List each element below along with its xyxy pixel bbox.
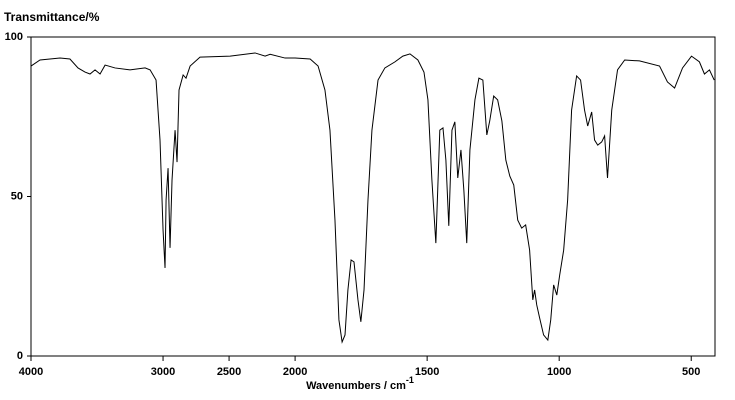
plot-frame — [30, 36, 716, 357]
spectrum-line — [30, 52, 715, 344]
x-axis-label-text: Wavenumbers / cm — [306, 380, 406, 392]
y-tick-label: 50 — [11, 190, 23, 202]
y-tick-label: 100 — [5, 31, 23, 43]
x-tick-label: 500 — [682, 366, 700, 378]
x-tick-label: 3000 — [151, 366, 175, 378]
x-tick-label: 2500 — [217, 366, 241, 378]
x-axis-label-superscript: -1 — [406, 375, 414, 385]
x-tick-label: 1500 — [415, 366, 439, 378]
y-tick-label: 0 — [17, 350, 23, 362]
x-tick-label: 2000 — [283, 366, 307, 378]
chart-title: Transmittance/% — [4, 10, 100, 24]
x-tick-label: 1000 — [547, 366, 571, 378]
x-tick-label: 4000 — [19, 366, 43, 378]
x-axis-label: Wavenumbers / cm-1 — [306, 375, 414, 392]
